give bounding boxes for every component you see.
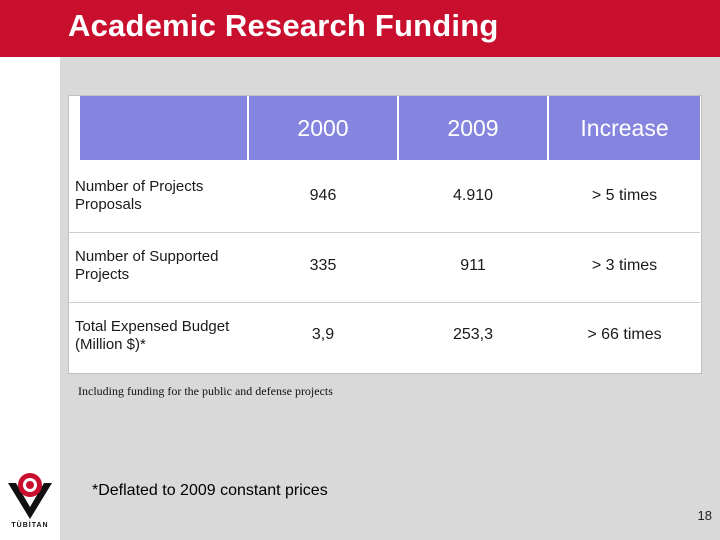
row-label-supported: Number of Supported Projects [75, 248, 219, 283]
cell-supported-2009: 911 [460, 257, 486, 274]
slide-title: Academic Research Funding [68, 8, 499, 43]
row-divider [68, 232, 700, 233]
cell-proposals-2000: 946 [309, 187, 337, 204]
footnote-deflated: *Deflated to 2009 constant prices [92, 482, 328, 499]
cell-supported-2000: 335 [309, 257, 337, 274]
cell-budget-2000: 3,9 [311, 326, 335, 343]
cell-proposals-increase: > 5 times [591, 187, 658, 204]
page-number: 18 [697, 508, 712, 523]
row-label-budget: Total Expensed Budget (Million $)* [75, 318, 230, 353]
cell-proposals-2009: 4.910 [452, 187, 494, 204]
cell-supported-increase: > 3 times [591, 257, 658, 274]
title-bar: Academic Research Funding [0, 0, 720, 58]
header-corner [80, 96, 247, 160]
row-label-proposals: Number of Projects Proposals [75, 178, 204, 213]
header-2009: 2009 [399, 96, 547, 160]
footnote-funding: Including funding for the public and def… [78, 384, 333, 398]
header-increase: Increase [549, 96, 700, 160]
logo-text: TÜBİTAN [11, 522, 49, 529]
tubitak-logo-icon [8, 473, 52, 519]
cell-budget-increase: > 66 times [587, 326, 662, 343]
header-2000: 2000 [249, 96, 397, 160]
cell-budget-2009: 253,3 [452, 326, 494, 343]
row-divider [68, 302, 700, 303]
left-strip [0, 57, 60, 540]
